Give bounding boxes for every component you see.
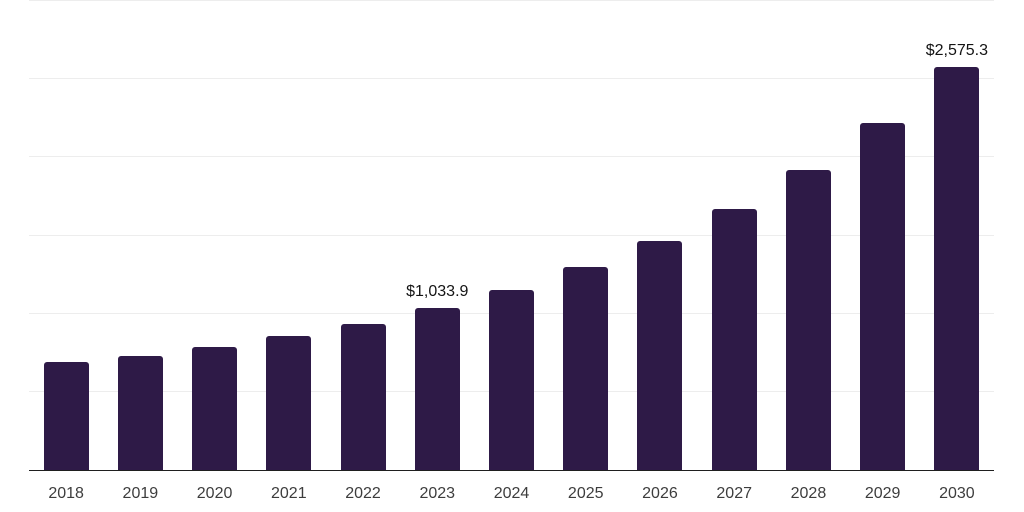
x-tick-label-2026: 2026 [642, 485, 678, 502]
x-tick-label-2024: 2024 [493, 485, 530, 502]
x-tick-label-2019: 2019 [122, 485, 159, 502]
x-tick-label-2021: 2021 [271, 485, 307, 502]
bar-2025[interactable] [563, 267, 609, 470]
x-tick-label-2018: 2018 [48, 485, 84, 502]
x-tick-label-2028: 2028 [790, 485, 827, 502]
bar-2024[interactable] [489, 289, 534, 470]
bar-2030[interactable] [934, 67, 980, 470]
gridline [29, 78, 994, 80]
x-tick-label-2030: 2030 [939, 485, 975, 502]
bar-2027[interactable] [711, 209, 757, 470]
plot-area: $1,033.9 $2,575.3 [29, 0, 994, 471]
x-tick-label-2025: 2025 [567, 485, 604, 502]
x-axis: 2018 2019 2020 2021 2022 2023 2024 2025 2026 2027… [29, 472, 994, 512]
bar-2018[interactable] [43, 362, 89, 470]
bar-2020[interactable] [192, 346, 238, 470]
data-label-2023: $1,033.9 [406, 283, 469, 301]
data-label-2030: $2,575.3 [925, 42, 989, 60]
bar-2029[interactable] [860, 123, 906, 470]
bar-2021[interactable] [266, 336, 312, 470]
x-tick-label-2029: 2029 [864, 485, 901, 502]
bar-2028[interactable] [785, 170, 831, 470]
bar-2023[interactable] [414, 308, 460, 470]
bar-2022[interactable] [340, 323, 386, 470]
bar-2019[interactable] [117, 355, 163, 470]
x-tick-label-2020: 2020 [196, 485, 233, 502]
bar-2026[interactable] [637, 241, 683, 470]
x-tick-label-2027: 2027 [716, 485, 752, 502]
x-tick-label-2022: 2022 [345, 485, 381, 502]
x-tick-label-2023: 2023 [419, 485, 456, 502]
gridline [29, 0, 994, 1]
gridline [29, 234, 994, 236]
gridline [29, 156, 994, 158]
